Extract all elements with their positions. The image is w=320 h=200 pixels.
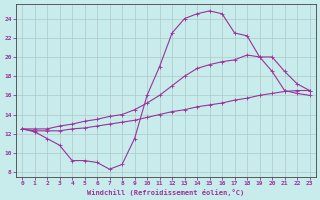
X-axis label: Windchill (Refroidissement éolien,°C): Windchill (Refroidissement éolien,°C) bbox=[87, 189, 244, 196]
